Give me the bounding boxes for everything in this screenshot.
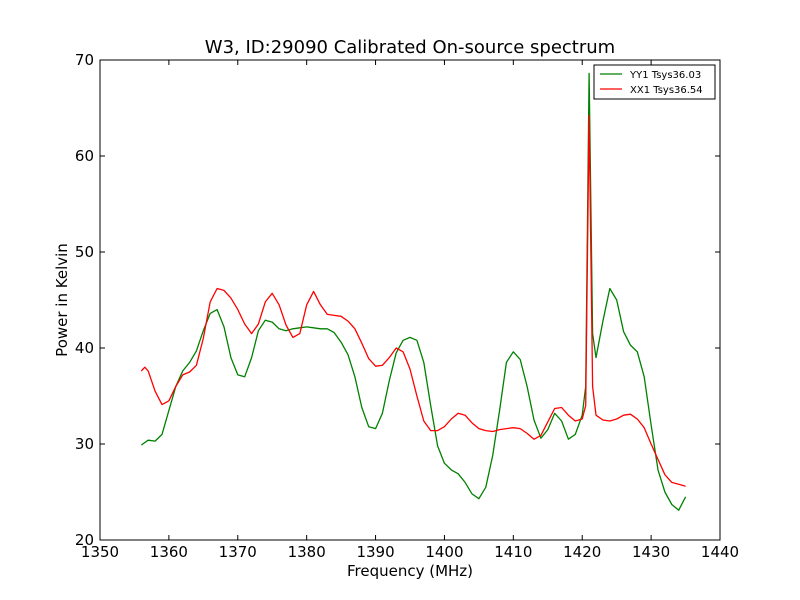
y-axis-label: Power in Kelvin bbox=[53, 243, 71, 357]
y-tick-label: 60 bbox=[75, 147, 94, 165]
legend: YY1 Tsys36.03 XX1 Tsys36.54 bbox=[593, 64, 716, 100]
x-axis-label: Frequency (MHz) bbox=[347, 562, 473, 580]
chart-title: W3, ID:29090 Calibrated On-source spectr… bbox=[205, 37, 615, 58]
legend-box bbox=[593, 64, 716, 100]
series-layer bbox=[140, 72, 687, 511]
y-tick-label: 40 bbox=[75, 339, 94, 357]
x-tick-label: 1400 bbox=[425, 543, 463, 561]
y-tick-label: 20 bbox=[75, 531, 94, 549]
x-tick-label: 1370 bbox=[219, 543, 257, 561]
x-tick-label: 1390 bbox=[356, 543, 394, 561]
x-tick-label: 1360 bbox=[150, 543, 188, 561]
ticks-layer: 1350 1360 1370 1380 1390 1400 1410 1420 1430 1440… bbox=[75, 51, 739, 561]
x-tick-label: 1350 bbox=[81, 543, 119, 561]
x-tick-label: 1440 bbox=[701, 543, 739, 561]
plot-area-frame bbox=[99, 59, 721, 541]
x-tick-label: 1420 bbox=[563, 543, 601, 561]
y-tick-label: 30 bbox=[75, 435, 94, 453]
series-line-yy1 bbox=[140, 72, 687, 511]
x-tick-label: 1410 bbox=[494, 543, 532, 561]
x-tick-label: 1380 bbox=[288, 543, 326, 561]
legend-label-xx1: XX1 Tsys36.54 bbox=[630, 85, 703, 96]
x-tick-label: 1430 bbox=[632, 543, 670, 561]
legend-label-yy1: YY1 Tsys36.03 bbox=[629, 70, 701, 81]
y-tick-label: 50 bbox=[75, 243, 94, 261]
series-line-xx1 bbox=[140, 115, 686, 487]
y-tick-label: 70 bbox=[75, 51, 94, 69]
